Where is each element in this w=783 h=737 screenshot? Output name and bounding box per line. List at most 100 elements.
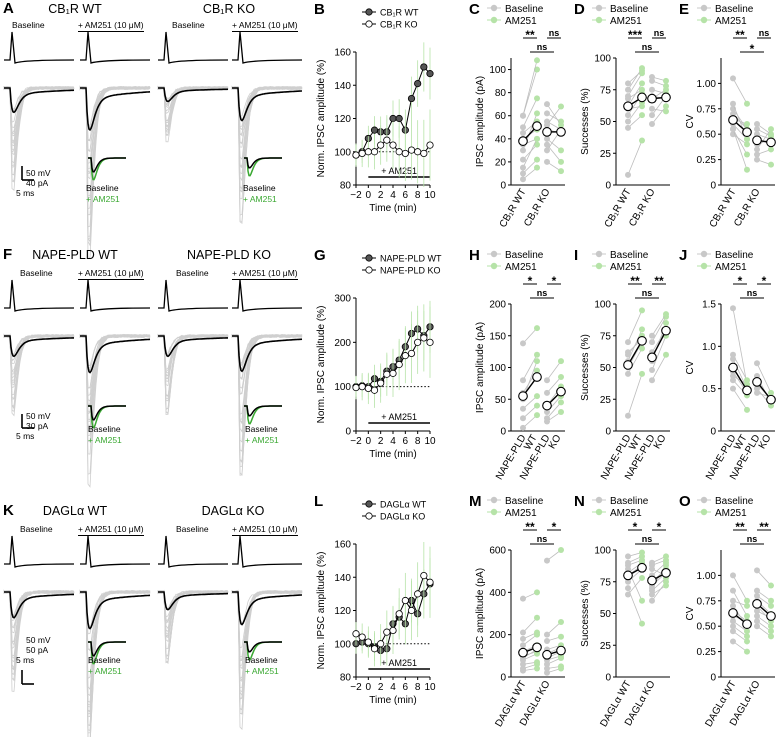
legend-marker [595, 250, 603, 258]
scale-bar-label: 50 mV 40 pA 5 ms [16, 168, 51, 198]
data-point [407, 94, 416, 103]
y-axis-label: IPSC amplitude (pA) [475, 76, 486, 167]
ipsc-average-trace [232, 87, 302, 122]
y-tick-label: 1.00 [697, 571, 717, 582]
am251-point [768, 161, 774, 168]
pair-line [627, 577, 643, 595]
panel-label-i: I [574, 247, 578, 264]
y-tick-label: 0 [605, 427, 611, 438]
baseline-point [520, 170, 526, 177]
baseline-point [520, 340, 526, 347]
ipsc-sweep [79, 334, 151, 406]
ipsc-sweep [3, 589, 75, 670]
data-point [426, 338, 434, 346]
baseline-point [544, 661, 550, 668]
baseline-point [625, 591, 631, 598]
figure-row-dagla: K DAGLα WT DAGLα KO Baseline + AM251 (10… [0, 492, 783, 737]
data-point [370, 386, 379, 394]
legend-marker [595, 4, 603, 12]
mean-am251-point [766, 611, 776, 621]
x-tick-label: 8 [415, 682, 421, 693]
legend-label: Baseline [610, 496, 649, 507]
y-axis-label: CV [685, 114, 696, 128]
y-tick-label: 200 [334, 338, 351, 349]
y-tick-label: 100 [594, 546, 611, 557]
y-tick-label: 160 [334, 48, 351, 59]
baseline-point [754, 592, 760, 599]
mean-baseline-point [542, 400, 552, 411]
pair-line [546, 360, 562, 381]
legend-marker [595, 262, 603, 270]
legend-label: NAPE-PLD KO [380, 266, 441, 276]
ipsc-traces [3, 31, 303, 260]
mean-am251-point [556, 127, 566, 137]
data-point [420, 63, 428, 71]
am251-point [558, 168, 564, 175]
drug-bar-label: + AM251 [381, 412, 417, 422]
data-point [358, 383, 366, 391]
baseline-point [520, 415, 526, 422]
data-point [364, 384, 372, 393]
y-tick-label: 200 [489, 300, 506, 311]
baseline-point [649, 597, 655, 604]
pair-line [732, 388, 748, 411]
legend-label: Baseline [505, 250, 544, 261]
am251-point [534, 589, 540, 596]
baseline-point [649, 105, 655, 112]
baseline-point [730, 587, 736, 594]
y-tick-label: 100 [334, 147, 351, 158]
significance-label: ns [654, 28, 665, 38]
significance-label: * [633, 520, 638, 534]
cond-am251-ko: + AM251 (10 μM) [232, 268, 298, 280]
am251-point [639, 80, 645, 87]
baseline-point [625, 349, 631, 356]
data-point [401, 149, 409, 158]
am251-point [558, 399, 564, 406]
y-tick-label: 25 [600, 149, 612, 160]
baseline-point [730, 638, 736, 645]
panel-label-b: B [314, 1, 325, 18]
baseline-point [730, 100, 736, 107]
legend-label: DAGLα WT [380, 500, 427, 510]
pair-line [651, 313, 667, 336]
am251-point [639, 620, 645, 627]
ipsc-sweep [3, 334, 75, 412]
scatter-chart-j: J BaselineAM25100.51.01.5CVNAPE-PLDWTNAPE… [679, 247, 776, 482]
baseline-point [754, 146, 760, 153]
x-tick-label: 10 [424, 682, 436, 693]
baseline-inset-trace [244, 157, 282, 169]
legend-marker [490, 16, 498, 24]
action-potential-trace [232, 535, 303, 568]
cond-baseline-wt: Baseline [12, 20, 45, 30]
data-point [414, 590, 422, 598]
panel-label-l: L [314, 493, 323, 510]
y-tick-label: 0.25 [697, 155, 717, 166]
mean-am251-point [637, 335, 647, 346]
ipsc-sweep [231, 589, 303, 715]
legend-label: AM251 [715, 16, 747, 27]
ipsc-average-trace [232, 335, 303, 373]
baseline-point [520, 661, 526, 668]
y-tick-label: 0 [710, 673, 716, 684]
baseline-point [649, 587, 655, 594]
baseline-point [649, 562, 655, 569]
x-tick-label: 4 [390, 682, 396, 693]
inset-legend-wt: Baseline + AM251 [88, 655, 122, 676]
am251-point [534, 650, 540, 657]
legend-label: AM251 [715, 508, 747, 519]
baseline-point [625, 412, 631, 419]
y-axis-label: Successes (%) [580, 334, 591, 401]
baseline-point [754, 151, 760, 158]
am251-point [768, 628, 774, 635]
legend-marker [490, 250, 498, 258]
am251-point [534, 110, 540, 117]
ipsc-traces [3, 535, 303, 737]
baseline-point [544, 631, 550, 638]
y-tick-label: 50 [495, 395, 507, 406]
x-axis-label: Time (min) [369, 695, 416, 706]
ipsc-sweep [231, 590, 303, 649]
am251-point [744, 648, 750, 655]
baseline-point [625, 95, 631, 102]
